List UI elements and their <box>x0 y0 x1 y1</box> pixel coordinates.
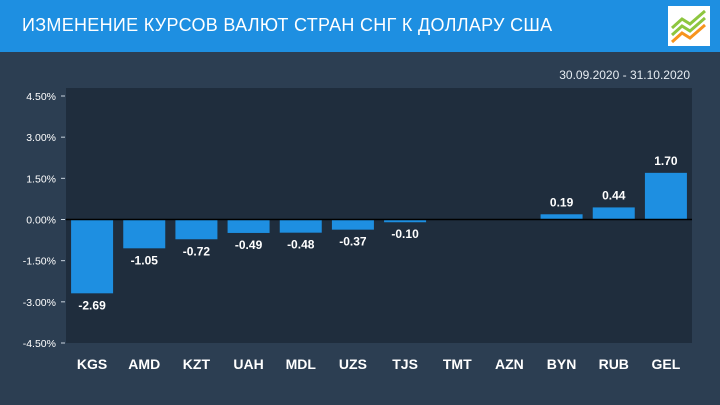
bar <box>592 207 635 220</box>
x-tick-label: AZN <box>495 356 524 372</box>
y-tick-label: 4.50% <box>26 91 56 103</box>
bar <box>644 172 687 220</box>
y-tick-label: -4.50% <box>23 338 56 350</box>
header-bar: ИЗМЕНЕНИЕ КУРСОВ ВАЛЮТ СТРАН СНГ К ДОЛЛА… <box>0 0 720 52</box>
x-tick-label: AMD <box>128 356 160 372</box>
x-tick-label: UAH <box>233 356 263 372</box>
bar-value-label: -1.05 <box>131 253 159 267</box>
bar <box>384 219 427 223</box>
x-tick-label: BYN <box>547 356 577 372</box>
x-tick-label: KZT <box>183 356 211 372</box>
bar <box>540 214 583 220</box>
bar-value-label: 0.44 <box>602 188 626 202</box>
x-tick-label: RUB <box>599 356 629 372</box>
bar <box>279 219 322 233</box>
bar-value-label: 1.70 <box>654 154 678 168</box>
bar <box>227 219 270 233</box>
bar <box>71 219 114 294</box>
y-tick-label: -1.50% <box>23 256 56 268</box>
plot-area <box>66 88 692 343</box>
bar-value-label: -0.72 <box>183 244 211 258</box>
bar <box>123 219 166 249</box>
rising-lines-logo-icon <box>668 6 710 46</box>
bar <box>331 219 374 230</box>
x-tick-label: TMT <box>443 356 472 372</box>
bar-value-label: -0.49 <box>235 238 263 252</box>
bar-value-label: 0.19 <box>550 195 574 209</box>
page-title: ИЗМЕНЕНИЕ КУРСОВ ВАЛЮТ СТРАН СНГ К ДОЛЛА… <box>22 15 553 35</box>
y-tick-label: 3.00% <box>26 132 56 144</box>
x-tick-label: KGS <box>77 356 107 372</box>
y-tick-label: -3.00% <box>23 297 56 309</box>
bar-value-label: -0.48 <box>287 238 315 252</box>
x-tick-label: UZS <box>339 356 367 372</box>
bar <box>175 219 218 240</box>
x-tick-label: GEL <box>652 356 681 372</box>
x-tick-label: TJS <box>392 356 418 372</box>
bar-value-label: -0.10 <box>391 227 419 241</box>
y-tick-label: 0.00% <box>26 215 56 227</box>
y-tick-label: 1.50% <box>26 173 56 185</box>
x-tick-label: MDL <box>286 356 317 372</box>
date-range: 30.09.2020 - 31.10.2020 <box>559 68 690 82</box>
bar-value-label: -2.69 <box>78 298 106 312</box>
bar-value-label: -0.37 <box>339 235 367 249</box>
